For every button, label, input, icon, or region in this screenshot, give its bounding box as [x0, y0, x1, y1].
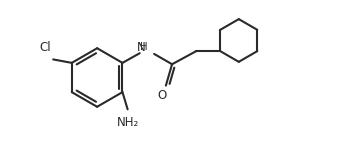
Text: O: O	[157, 89, 166, 102]
Text: Cl: Cl	[40, 41, 51, 54]
Text: N: N	[137, 41, 146, 54]
Text: NH₂: NH₂	[117, 116, 139, 128]
Text: H: H	[140, 42, 148, 52]
